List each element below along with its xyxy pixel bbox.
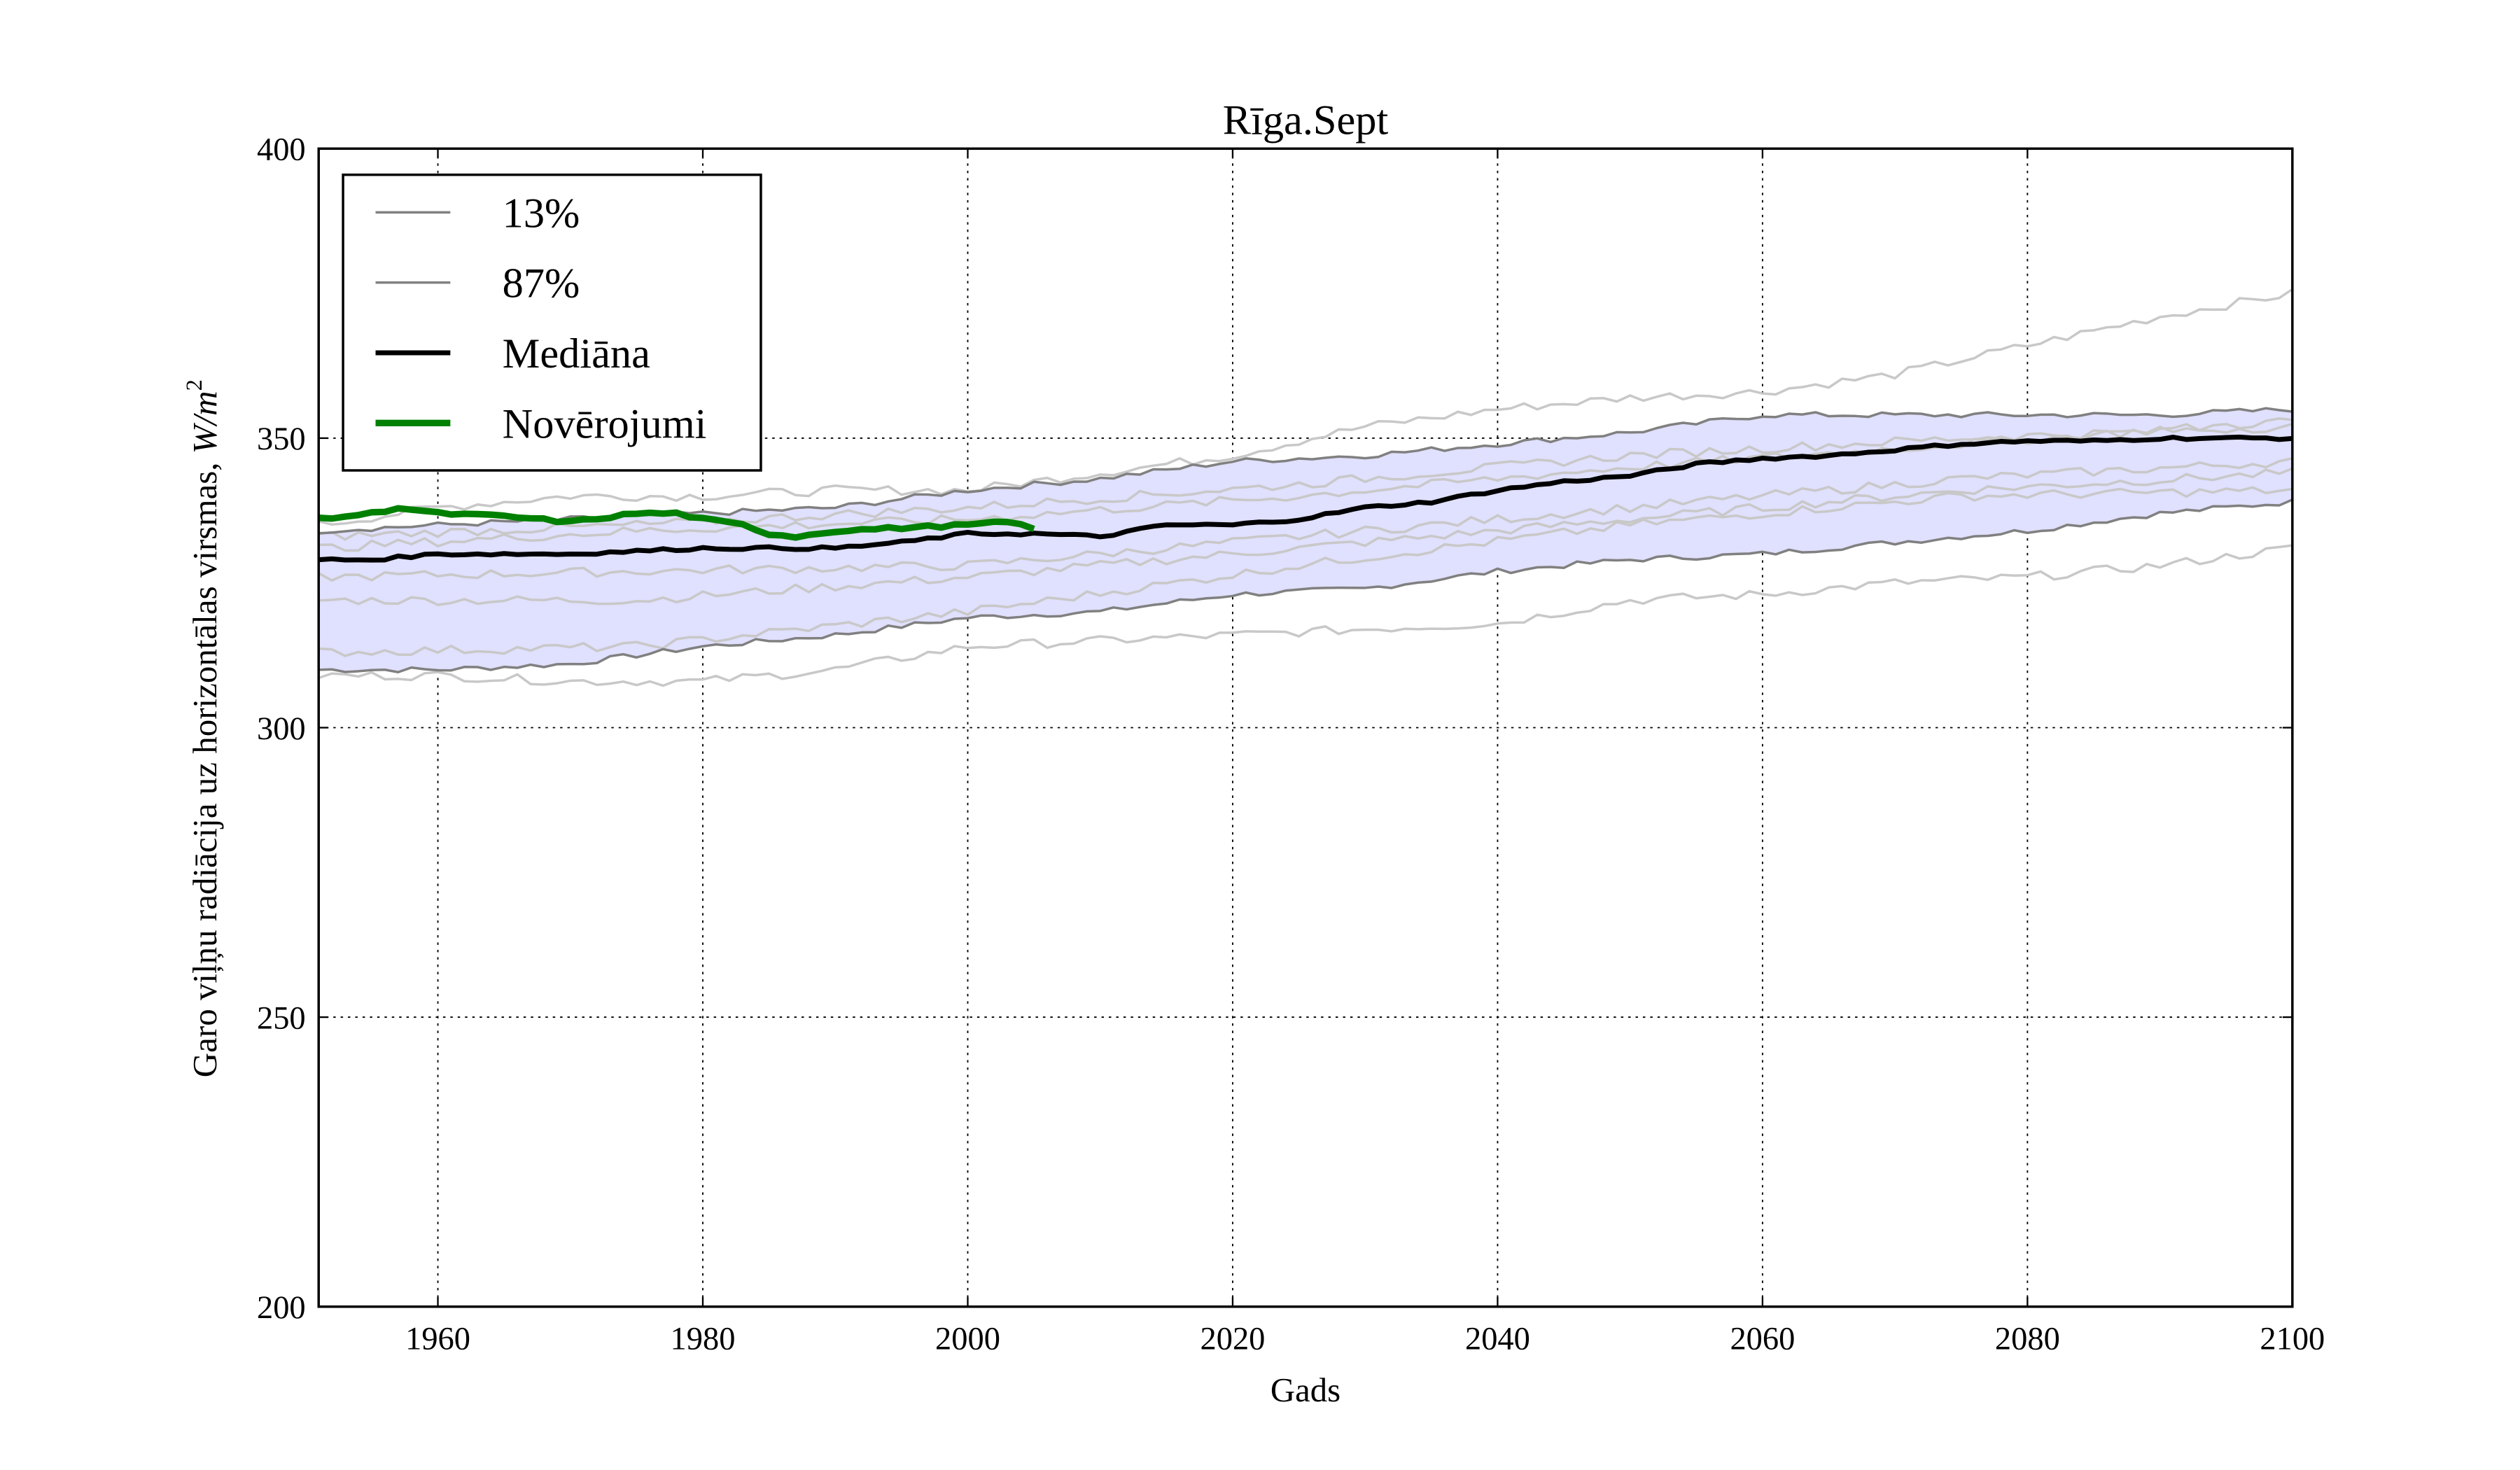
legend-label: 87% — [503, 260, 580, 307]
series-line-nov-rojumi — [318, 505, 1035, 541]
ensemble-member-line-2 — [318, 544, 2293, 687]
y-tick-label: 300 — [257, 711, 306, 747]
percentile-band — [318, 408, 2292, 673]
chart-title: Rīga.Sept — [1223, 97, 1389, 144]
y-tick-label: 400 — [257, 132, 306, 168]
ensemble-member-line-5 — [318, 486, 2293, 657]
y-axis-label-text: Garo viļņu radiācija uz horizontālas vir… — [186, 454, 224, 1077]
legend: 13% 87% Mediāna Novērojumi — [342, 173, 762, 472]
x-tick-label: 2080 — [1995, 1321, 2060, 1357]
plot-area — [318, 148, 2293, 1307]
ensemble-member-line-6 — [318, 422, 2293, 541]
x-tick-label: 2100 — [2260, 1321, 2325, 1357]
x-tick-label: 1980 — [671, 1321, 736, 1357]
x-tick-label: 2020 — [1200, 1321, 1266, 1357]
legend-label: Mediāna — [503, 330, 650, 377]
x-tick-label: 2040 — [1465, 1321, 1530, 1357]
series-line-13- — [318, 498, 2293, 674]
x-tick-label: 2000 — [935, 1321, 1000, 1357]
ensemble-member-line-4 — [318, 457, 2293, 582]
legend-label: 13% — [503, 190, 580, 237]
legend-label: Novērojumi — [503, 400, 707, 447]
y-axis-unit-exponent: 2 — [182, 379, 207, 391]
y-axis-unit: W/m — [186, 391, 224, 454]
x-tick-label: 1960 — [405, 1321, 470, 1357]
x-axis-label: Gads — [1270, 1371, 1340, 1409]
tick-labels: 1960 1980 2000 2020 2040 2060 2080 2100 200 250 30… — [257, 132, 2325, 1357]
y-tick-label: 250 — [257, 1000, 306, 1036]
y-tick-label: 350 — [257, 421, 306, 457]
ensemble-member-line-3 — [318, 467, 2293, 606]
y-tick-label: 200 — [257, 1290, 306, 1326]
series-line-medi-na — [318, 434, 2293, 563]
x-tick-label: 2060 — [1730, 1321, 1795, 1357]
ensemble-member-line-1 — [318, 288, 2293, 526]
y-axis-label: Garo viļņu radiācija uz horizontālas vir… — [182, 379, 224, 1077]
